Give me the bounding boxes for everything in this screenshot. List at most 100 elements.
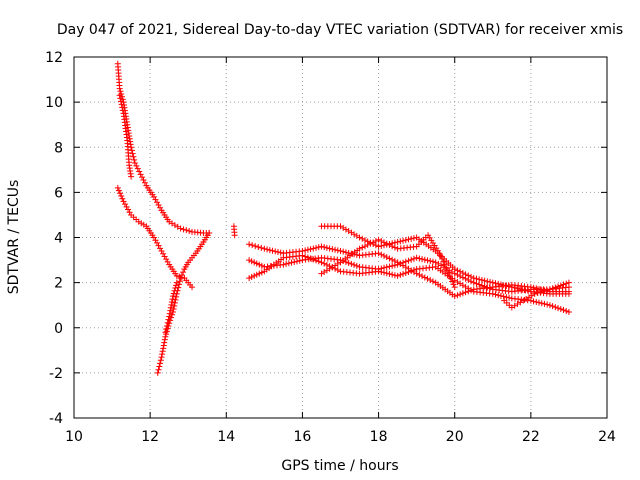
data-point: [359, 244, 366, 251]
data-point: [565, 279, 572, 286]
data-point: [533, 298, 540, 305]
data-point: [446, 272, 453, 279]
data-point: [177, 275, 184, 282]
data-point: [129, 150, 136, 157]
data-point: [531, 290, 538, 297]
data-point: [334, 247, 341, 254]
data-point: [459, 290, 466, 297]
data-point: [400, 270, 407, 277]
data-point: [389, 262, 396, 269]
data-point: [173, 279, 180, 286]
data-point: [552, 304, 559, 311]
data-point: [536, 299, 543, 306]
data-point: [421, 274, 428, 281]
data-point: [162, 329, 169, 336]
data-point: [427, 258, 434, 265]
data-point: [283, 260, 290, 267]
data-point: [476, 276, 483, 283]
data-point: [231, 232, 238, 239]
data-point: [487, 278, 494, 285]
data-point: [114, 184, 121, 191]
data-point: [476, 281, 483, 288]
data-points: [114, 60, 572, 376]
data-point: [427, 277, 434, 284]
data-point: [337, 248, 344, 255]
data-point: [332, 246, 339, 253]
data-point: [557, 282, 564, 289]
data-point: [514, 285, 521, 292]
data-point: [478, 282, 485, 289]
data-point: [468, 273, 475, 280]
y-tick-label: 8: [54, 140, 63, 156]
data-point: [383, 270, 390, 277]
data-point: [173, 272, 180, 279]
data-point: [246, 257, 253, 264]
data-point: [549, 303, 556, 310]
data-point: [497, 292, 504, 299]
data-point: [560, 307, 567, 314]
data-point: [302, 247, 309, 254]
data-point: [410, 235, 417, 242]
data-point: [454, 292, 461, 299]
data-point: [439, 255, 446, 262]
data-point: [429, 258, 436, 265]
x-tick-label: 12: [141, 429, 159, 445]
data-point: [248, 273, 255, 280]
data-point: [165, 316, 172, 323]
data-point: [248, 258, 255, 265]
data-point: [361, 237, 368, 244]
data-point: [451, 266, 458, 273]
data-point: [449, 278, 456, 285]
data-point: [413, 254, 420, 261]
data-point: [269, 247, 276, 254]
series-track-d: [154, 229, 213, 376]
data-point: [321, 260, 328, 267]
data-point: [540, 288, 547, 295]
data-point: [156, 363, 163, 370]
data-point: [416, 271, 423, 278]
data-point: [497, 281, 504, 288]
data-point: [173, 282, 180, 289]
data-point: [160, 345, 167, 352]
data-point: [500, 293, 507, 300]
data-point: [307, 255, 314, 262]
data-point: [424, 257, 431, 264]
data-point: [503, 282, 510, 289]
data-point: [436, 250, 443, 257]
data-point: [537, 289, 544, 296]
data-point: [391, 244, 398, 251]
data-point: [170, 290, 177, 297]
data-point: [421, 256, 428, 263]
data-point: [391, 262, 398, 269]
data-point: [361, 243, 368, 250]
series-track-k: [501, 279, 572, 311]
data-point: [394, 239, 401, 246]
data-point: [173, 293, 180, 300]
data-point: [565, 308, 572, 315]
data-point: [304, 246, 311, 253]
data-point: [246, 241, 253, 248]
data-point: [115, 187, 122, 194]
data-point: [484, 278, 491, 285]
data-point: [252, 243, 259, 250]
data-point: [280, 261, 287, 268]
data-point: [402, 237, 409, 244]
data-point: [442, 264, 449, 271]
data-point: [167, 307, 174, 314]
data-point: [383, 264, 390, 271]
data-point: [410, 267, 417, 274]
data-point: [402, 258, 409, 265]
data-point: [318, 259, 325, 266]
x-tick-label: 20: [446, 429, 464, 445]
data-point: [367, 240, 374, 247]
data-point: [130, 153, 137, 160]
series-isolated: [230, 223, 238, 239]
data-point: [180, 269, 187, 276]
data-point: [353, 262, 360, 269]
data-point: [375, 243, 382, 250]
data-point: [450, 281, 457, 288]
data-point: [340, 248, 347, 255]
data-point: [397, 238, 404, 245]
